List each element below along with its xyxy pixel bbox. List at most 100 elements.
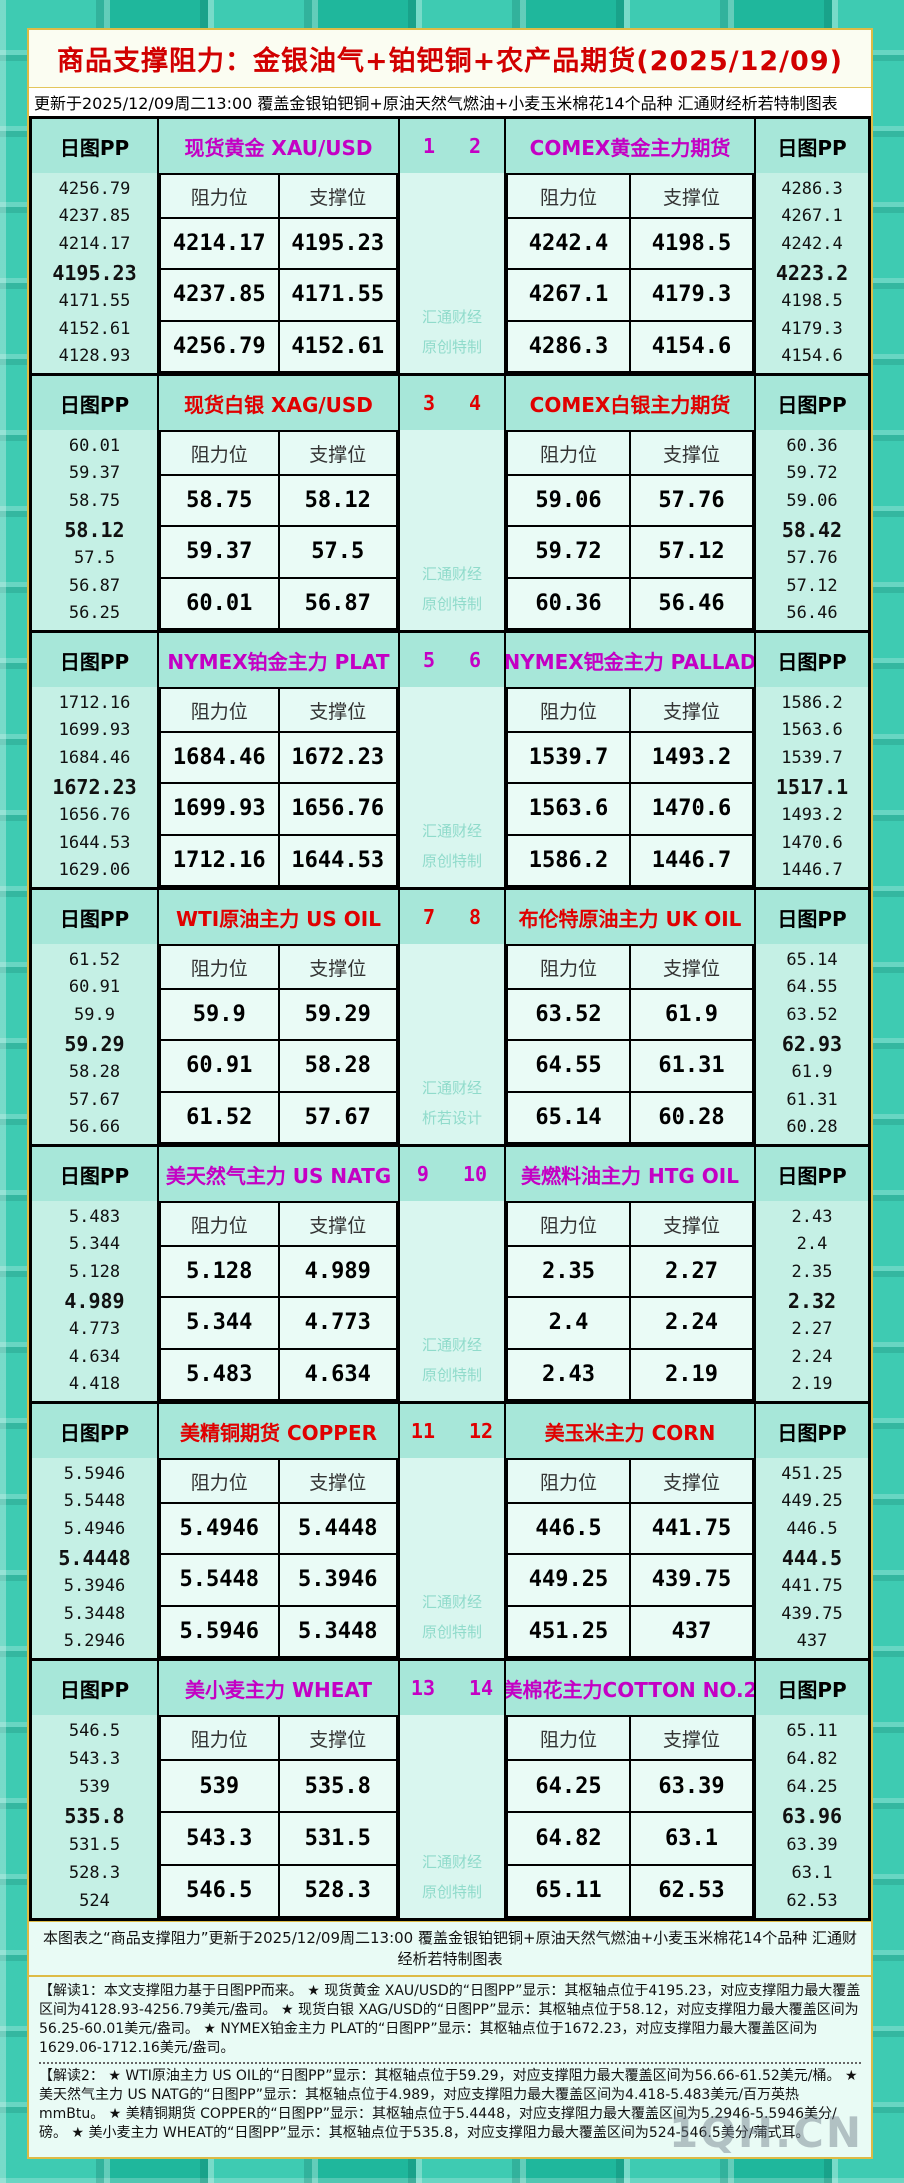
pp-level-value: 446.5 <box>786 1518 838 1539</box>
brand-watermark: 汇通财经 析若设计 <box>400 944 506 1144</box>
pp-level-value: 60.91 <box>68 977 121 998</box>
levels-table-row: 60.36 56.46 <box>506 576 754 630</box>
support-value: 56.87 <box>277 576 398 630</box>
pp-level-value: 56.66 <box>68 1116 121 1137</box>
pp-levels-left: 1712.16 1699.93 1684.46 1672.23 1656.76 1644.… <box>32 687 159 887</box>
pp-header-right: 日图PP <box>756 633 868 687</box>
subtitle: 更新于2025/12/09周二13:00 覆盖金银铂钯铜+原油天然气燃油+小麦玉… <box>29 88 871 116</box>
panel-index-left: 13 <box>410 1676 435 1700</box>
brand-watermark: 汇通财经 原创特制 <box>400 1458 506 1658</box>
support-value: 57.67 <box>277 1090 398 1144</box>
pp-levels-right: 451.25 449.25 446.5 444.5 441.75 439.75 437 <box>756 1458 868 1658</box>
commodity-row: 日图PP NYMEX铂金主力 PLAT 5 6 NYMEX钯金主力 PALLAD 日图PP… <box>32 633 868 890</box>
pp-level-value: 4237.85 <box>58 206 131 227</box>
pp-levels-left: 5.5946 5.5448 5.4946 5.4448 5.3946 5.3448 5.29… <box>32 1458 159 1658</box>
pp-level-value: 546.5 <box>68 1721 121 1742</box>
pp-pivot-value: 4195.23 <box>52 260 137 285</box>
panel-index-right: 2 <box>469 134 482 158</box>
instrument-title-right: COMEX黄金主力期货 <box>506 119 756 173</box>
pp-level-value: 56.46 <box>786 602 838 623</box>
panel-index-right: 14 <box>469 1676 494 1700</box>
panel-index-right: 4 <box>469 391 482 415</box>
support-value: 531.5 <box>277 1811 398 1866</box>
resistance-value: 64.82 <box>506 1811 631 1866</box>
pp-level-value: 61.52 <box>68 950 121 971</box>
levels-table-row: 59.9 59.29 <box>159 987 398 1042</box>
levels-table-row: 2.4 2.24 <box>506 1296 754 1350</box>
support-header: 支撑位 <box>629 944 754 990</box>
levels-table: 阻力位 支撑位 63.52 61.9 64.55 61.31 65.14 60.28 <box>506 944 754 1144</box>
pp-level-value: 4242.4 <box>781 233 843 254</box>
instrument-title-left: 现货黄金 XAU/USD <box>159 119 400 173</box>
levels-table: 阻力位 支撑位 4242.4 4198.5 4267.1 4179.3 4286.3 4154… <box>506 173 754 373</box>
support-value: 535.8 <box>277 1758 398 1814</box>
panel-index-right: 6 <box>469 648 482 672</box>
levels-table-row: 4286.3 4154.6 <box>506 319 754 373</box>
support-value: 2.27 <box>629 1244 754 1299</box>
support-value: 4198.5 <box>629 216 754 271</box>
pp-levels-right: 4286.3 4267.1 4242.4 4223.2 4198.5 4179.3 4154… <box>756 173 868 373</box>
levels-table-right: 阻力位 支撑位 59.06 57.76 59.72 57.12 60.36 56.46 <box>506 430 756 630</box>
pp-level-value: 65.14 <box>786 950 838 971</box>
levels-table-row: 5.4946 5.4448 <box>159 1501 398 1556</box>
resistance-value: 2.35 <box>506 1244 631 1299</box>
support-value: 58.12 <box>277 473 398 528</box>
pp-pivot-value: 444.5 <box>781 1545 843 1570</box>
resistance-value: 5.483 <box>159 1347 280 1401</box>
brand-watermark-line2: 原创特制 <box>421 1623 482 1641</box>
resistance-value: 446.5 <box>506 1501 631 1556</box>
support-value: 57.5 <box>277 525 398 579</box>
support-header: 支撑位 <box>629 687 754 733</box>
pp-level-value: 4.773 <box>68 1319 121 1340</box>
instrument-title-right: NYMEX钯金主力 PALLAD <box>506 633 756 687</box>
site-watermark: 1QH.CN <box>668 2108 863 2157</box>
pp-level-value: 57.5 <box>74 548 115 569</box>
pp-levels-left: 546.5 543.3 539 535.8 531.5 528.3 524 <box>32 1715 159 1918</box>
resistance-value: 4242.4 <box>506 216 631 271</box>
resistance-header: 阻力位 <box>159 944 280 990</box>
levels-table-left: 阻力位 支撑位 1684.46 1672.23 1699.93 1656.76 1712.1… <box>159 687 400 887</box>
support-header: 支撑位 <box>629 173 754 219</box>
support-value: 1644.53 <box>277 833 398 887</box>
levels-table-row: 449.25 439.75 <box>506 1553 754 1607</box>
levels-table-row: 59.37 57.5 <box>159 525 398 579</box>
levels-table-row: 1699.93 1656.76 <box>159 782 398 836</box>
explain-1: 【解读1：本文支撑阻力基于日图PP而来。 ★ 现货黄金 XAU/USD的“日图P… <box>39 1983 861 2056</box>
levels-table-left: 阻力位 支撑位 539 535.8 543.3 531.5 546.5 528.3 <box>159 1715 400 1918</box>
pp-level-value: 5.3946 <box>63 1576 126 1597</box>
pp-level-value: 441.75 <box>781 1576 843 1597</box>
levels-table-header-row: 阻力位 支撑位 <box>159 1201 398 1247</box>
pp-header-left: 日图PP <box>32 1404 159 1458</box>
pp-level-value: 57.67 <box>68 1089 121 1110</box>
support-value: 4.634 <box>277 1347 398 1401</box>
brand-watermark: 汇通财经 原创特制 <box>400 173 506 373</box>
pp-level-value: 64.25 <box>786 1776 838 1797</box>
resistance-value: 546.5 <box>159 1863 280 1918</box>
pp-level-value: 4267.1 <box>781 206 843 227</box>
levels-table-header-row: 阻力位 支撑位 <box>506 1458 754 1504</box>
pp-pivot-value: 4.989 <box>64 1288 125 1313</box>
commodity-row: 日图PP 现货白银 XAG/USD 3 4 COMEX白银主力期货 日图PP 60.01 59… <box>32 376 868 633</box>
levels-table-header-row: 阻力位 支撑位 <box>506 173 754 219</box>
levels-table-row: 4237.85 4171.55 <box>159 268 398 322</box>
pp-level-value: 56.87 <box>68 575 121 596</box>
brand-watermark-line1: 汇通财经 <box>421 1079 482 1097</box>
levels-table-row: 539 535.8 <box>159 1758 398 1814</box>
levels-table-row: 451.25 437 <box>506 1604 754 1658</box>
support-value: 5.3448 <box>277 1604 398 1658</box>
pp-level-value: 524 <box>79 1890 110 1911</box>
resistance-value: 539 <box>159 1758 280 1814</box>
resistance-header: 阻力位 <box>159 173 280 219</box>
resistance-value: 60.01 <box>159 576 280 630</box>
resistance-value: 1699.93 <box>159 782 280 836</box>
support-header: 支撑位 <box>277 1458 398 1504</box>
resistance-header: 阻力位 <box>159 1458 280 1504</box>
support-value: 57.12 <box>629 525 754 579</box>
support-value: 5.3946 <box>277 1553 398 1607</box>
pp-level-value: 4198.5 <box>781 291 843 312</box>
levels-table-row: 5.483 4.634 <box>159 1347 398 1401</box>
levels-table-header-row: 阻力位 支撑位 <box>159 173 398 219</box>
panel-index: 9 10 <box>400 1147 506 1201</box>
levels-table-header-row: 阻力位 支撑位 <box>159 430 398 476</box>
